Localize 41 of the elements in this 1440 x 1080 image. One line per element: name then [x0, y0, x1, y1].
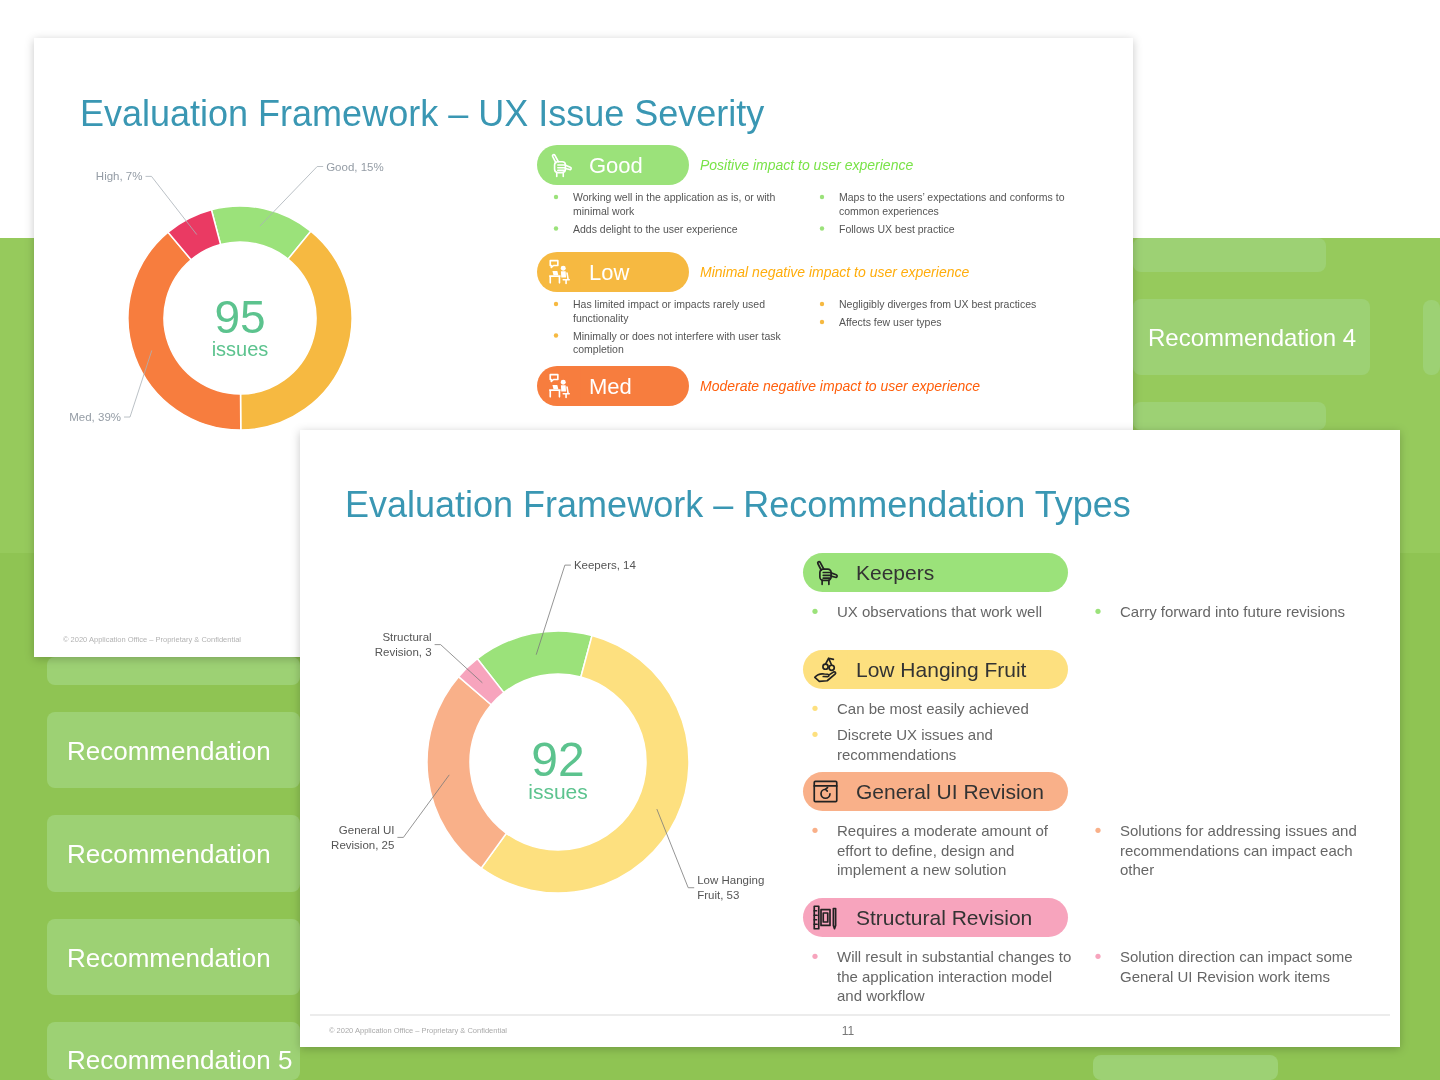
data-label: Structural Revision, 3 [374, 631, 432, 659]
text: Requires a moderate amount of effort to define, design and implement a new solution [837, 822, 1049, 878]
text: Moderate negative impact to user experience [700, 377, 981, 394]
text: Solutions for addressing issues and recommendations can impact each other [1120, 822, 1357, 878]
text: Follows UX best practice [839, 222, 955, 235]
data-label: Keepers, 14 [573, 559, 637, 572]
text: Can be most easily achieved [837, 700, 1029, 717]
text: Has limited impact or impacts rarely used functionality [573, 298, 766, 324]
text: Minimally or does not interfere with user task completion [573, 329, 782, 355]
text: 11 [841, 1024, 855, 1038]
text: Solution direction can impact some General UI Revision work items [1120, 948, 1353, 985]
legend-label: Good [589, 152, 643, 178]
data-label: High, 7% [95, 170, 143, 183]
legend-label: Med [589, 373, 632, 399]
data-label: Good, 15% [326, 160, 384, 173]
text: Recommendation [67, 943, 271, 973]
legend-label: General UI Revision [856, 780, 1044, 804]
text: Adds delight to the user experience [573, 222, 738, 235]
chart-title: Evaluation Framework – UX Issue Severity [80, 93, 765, 134]
text: Carry forward into future revisions [1120, 603, 1346, 620]
legend-label: Low [589, 259, 630, 285]
data-label: General UI Revision, 25 [331, 823, 395, 851]
legend-label: Structural Revision [856, 906, 1033, 930]
chart-title: Evaluation Framework – Recommendation Types [345, 484, 1131, 525]
data-label: Med, 39% [69, 411, 122, 424]
text: UX observations that work well [837, 603, 1043, 620]
text: Negligibly diverges from UX best practices [839, 298, 1037, 310]
legend-label: Low Hanging Fruit [856, 658, 1027, 682]
text: Maps to the users’ expectations and conforms to common experiences [839, 191, 1065, 217]
text: Discrete UX issues and recommendations [837, 726, 993, 763]
legend-label: Keepers [856, 561, 935, 585]
text: Minimal negative impact to user experience [700, 263, 970, 280]
text: Will result in substantial changes to the application interaction model and workflow [837, 948, 1072, 1004]
text: Recommendation [67, 839, 271, 869]
text: Recommendation 5 [67, 1045, 293, 1075]
data-label: Low Hanging Fruit, 53 [697, 874, 765, 902]
text: Recommendation [67, 736, 271, 766]
text: Recommendation 4 [1148, 324, 1357, 351]
text: Affects few user types [839, 316, 942, 328]
text: Working well in the application as is, or with minimal work [573, 191, 776, 217]
text: Positive impact to user experience [700, 156, 914, 173]
